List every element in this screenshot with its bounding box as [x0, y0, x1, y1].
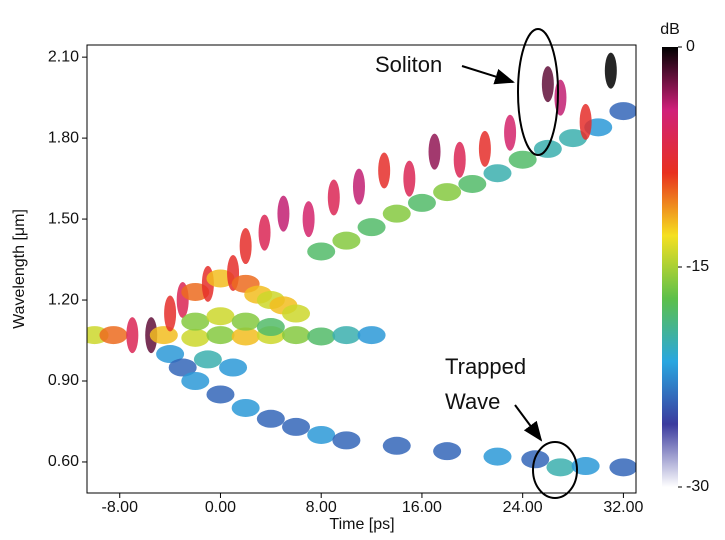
- colorbar-tick-label: -15: [686, 258, 709, 275]
- cell: [352, 168, 365, 205]
- y-tick-label: 0.90: [48, 372, 79, 389]
- cell: [282, 417, 311, 436]
- cell: [282, 304, 311, 323]
- x-tick-label: 32.00: [603, 499, 643, 516]
- x-tick-label: -8.00: [102, 499, 139, 516]
- cell: [382, 204, 411, 223]
- cell: [156, 345, 185, 364]
- y-tick-label: 2.10: [48, 48, 79, 65]
- cell: [541, 66, 554, 103]
- annotation: Soliton: [375, 52, 442, 77]
- cell: [193, 350, 222, 369]
- cell: [382, 436, 411, 455]
- cell: [282, 326, 311, 345]
- cell: [307, 327, 336, 346]
- cell: [258, 214, 271, 251]
- trapped-ring: [532, 441, 578, 499]
- cell: [378, 152, 391, 189]
- cell: [407, 193, 436, 212]
- annotation: Trapped: [445, 354, 526, 379]
- annotation: Wave: [445, 389, 500, 414]
- cell: [332, 431, 361, 450]
- cell: [453, 141, 466, 178]
- cell: [357, 218, 386, 237]
- cell: [428, 133, 441, 170]
- cell: [277, 195, 290, 232]
- y-tick-label: 1.80: [48, 129, 79, 146]
- y-tick-label: 1.20: [48, 291, 79, 308]
- cell: [403, 160, 416, 197]
- cell: [559, 129, 588, 148]
- x-tick-label: 24.00: [503, 499, 543, 516]
- cell: [504, 114, 517, 151]
- cell: [256, 318, 285, 337]
- cell: [508, 150, 537, 169]
- y-tick-label: 0.60: [48, 453, 79, 470]
- cell: [332, 326, 361, 345]
- cell: [231, 398, 260, 417]
- colorbar: [662, 47, 678, 487]
- cell: [332, 231, 361, 250]
- cell: [181, 312, 210, 331]
- cell: [609, 102, 636, 121]
- cell: [307, 242, 336, 261]
- cell: [206, 326, 235, 345]
- cell: [239, 228, 252, 265]
- cell: [478, 130, 491, 167]
- cell: [149, 326, 178, 345]
- arrow: [514, 404, 543, 442]
- cell: [206, 307, 235, 326]
- x-tick-label: 16.00: [402, 499, 442, 516]
- cell: [357, 326, 386, 345]
- cell: [302, 201, 315, 238]
- cell: [168, 358, 197, 377]
- cell: [307, 425, 336, 444]
- soliton-ring: [517, 28, 559, 156]
- cell: [546, 458, 575, 477]
- cell: [219, 358, 248, 377]
- spectrogram: [87, 52, 636, 477]
- colorbar-tick-label: -30: [686, 478, 709, 495]
- y-tick-label: 1.50: [48, 210, 79, 227]
- y-axis-label: Wavelength [μm]: [11, 209, 28, 329]
- x-axis-label: Time [ps]: [329, 516, 394, 533]
- cell: [609, 458, 636, 477]
- colorbar-title: dB: [660, 21, 680, 38]
- cell: [433, 442, 462, 461]
- cell: [164, 295, 177, 332]
- cell: [181, 328, 210, 347]
- cell: [433, 183, 462, 202]
- colorbar-tick-label: 0: [686, 38, 695, 55]
- x-tick-label: 0.00: [205, 499, 236, 516]
- cell: [604, 52, 617, 89]
- cell: [256, 409, 285, 428]
- arrow: [461, 65, 515, 85]
- plot-frame: [86, 44, 637, 494]
- cell: [327, 179, 340, 216]
- cell: [483, 164, 512, 183]
- cell: [231, 312, 260, 331]
- cell: [483, 447, 512, 466]
- x-tick-label: 8.00: [306, 499, 337, 516]
- cell: [458, 174, 487, 193]
- cell: [126, 317, 139, 354]
- cell: [206, 385, 235, 404]
- cell: [231, 327, 260, 346]
- cell: [571, 457, 600, 476]
- cell: [181, 372, 210, 390]
- cell: [579, 103, 592, 140]
- cell: [99, 326, 128, 345]
